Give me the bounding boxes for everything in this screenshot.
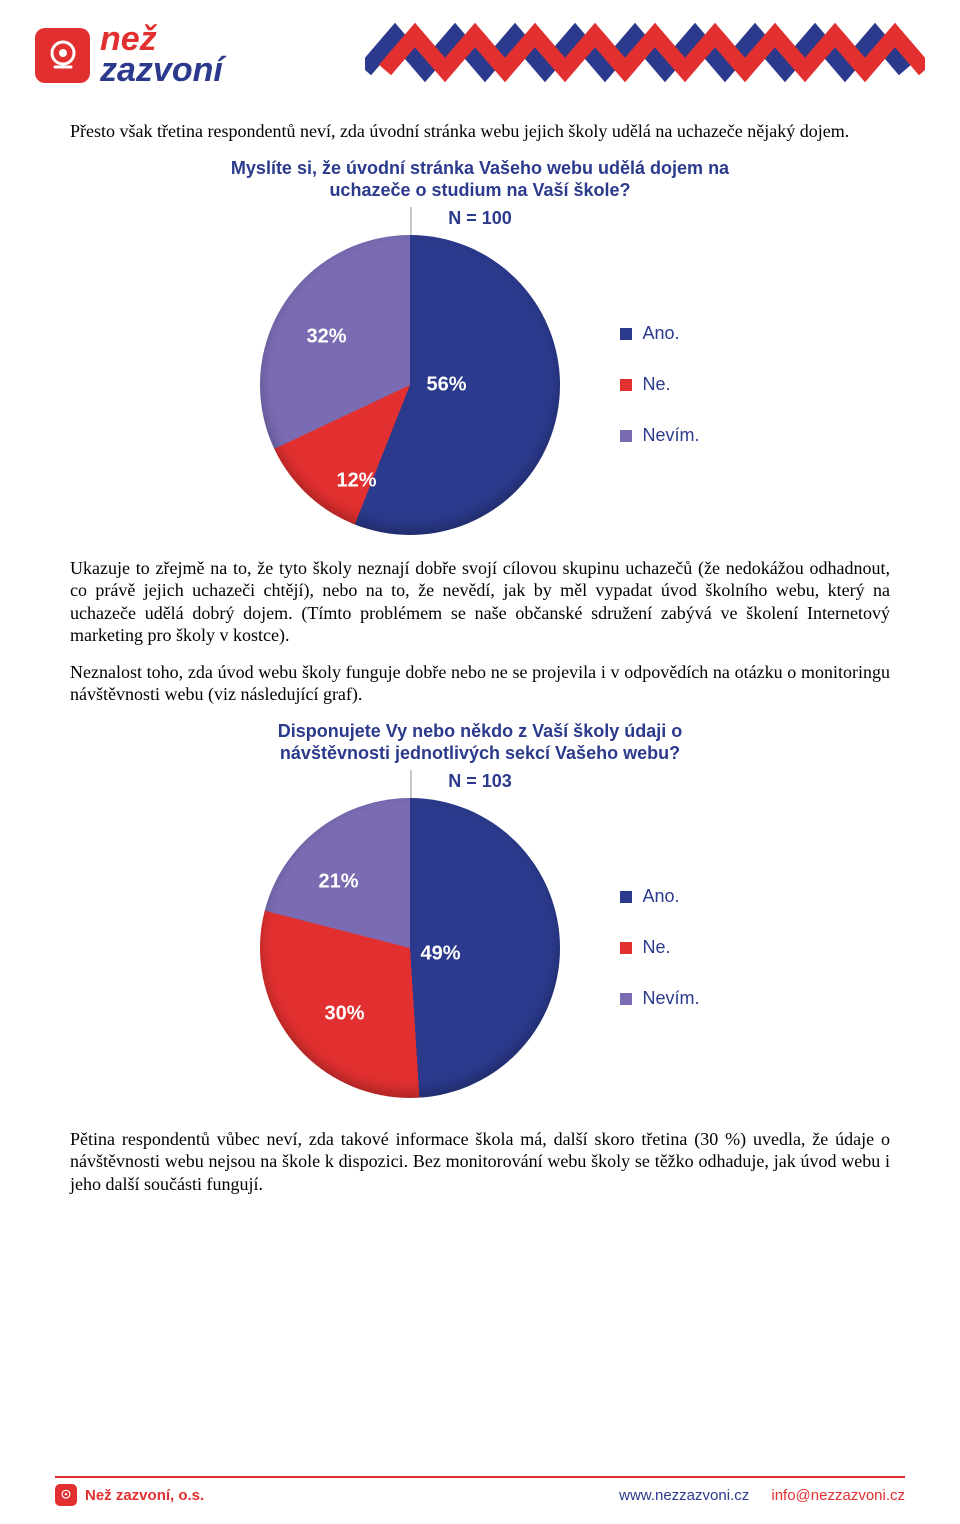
pie-slice-label: 30% (324, 1002, 364, 1025)
legend-item: Nevím. (620, 425, 699, 446)
logo-text: než zazvoní (100, 24, 223, 85)
footer-website-link[interactable]: www.nezzazvoni.cz (619, 1487, 749, 1504)
paragraph-1: Přesto však třetina respondentů neví, zd… (70, 120, 890, 143)
footer-org: Než zazvoní, o.s. (55, 1484, 204, 1506)
legend-swatch-icon (620, 891, 632, 903)
legend-swatch-icon (620, 942, 632, 954)
page-footer: Než zazvoní, o.s. www.nezzazvoni.cz info… (0, 1484, 960, 1506)
paragraph-3: Neznalost toho, zda úvod webu školy fung… (70, 661, 890, 706)
pie-slice-label: 21% (318, 870, 358, 893)
logo: než zazvoní (35, 24, 223, 85)
chart-2-legend: Ano. Ne. Nevím. (620, 886, 699, 1009)
logo-line2: zazvoní (100, 55, 223, 86)
paragraph-4: Pětina respondentů vůbec neví, zda takov… (70, 1128, 890, 1196)
legend-item: Ano. (620, 323, 699, 344)
chart-2-title-line1: Disponujete Vy nebo někdo z Vaší školy ú… (278, 721, 682, 741)
pie-slice-label: 56% (426, 373, 466, 396)
chart-2-title: Disponujete Vy nebo někdo z Vaší školy ú… (190, 720, 770, 765)
chart-1-title: Myslíte si, že úvodní stránka Vašeho web… (170, 157, 790, 202)
page-header: než zazvoní (0, 0, 960, 100)
pie-slice-label: 49% (420, 942, 460, 965)
logo-mark-icon (35, 28, 90, 83)
legend-label: Nevím. (642, 988, 699, 1009)
legend-item: Nevím. (620, 988, 699, 1009)
pie-slice-label: 32% (306, 325, 346, 348)
document-body: Přesto však třetina respondentů neví, zd… (0, 100, 960, 1195)
zigzag-ornament-icon (365, 20, 925, 90)
legend-item: Ne. (620, 937, 699, 958)
chart-1-title-line2: uchazeče o studium na Vaší škole? (329, 180, 630, 200)
chart-1-legend: Ano. Ne. Nevím. (620, 323, 699, 446)
chart-2-pie: 49% 30% 21% (260, 798, 560, 1098)
legend-swatch-icon (620, 379, 632, 391)
footer-rule (55, 1476, 905, 1478)
chart-1-n: N = 100 (70, 208, 890, 229)
chart-2: Disponujete Vy nebo někdo z Vaší školy ú… (70, 720, 890, 1098)
chart-1-title-line1: Myslíte si, že úvodní stránka Vašeho web… (231, 158, 729, 178)
paragraph-2: Ukazuje to zřejmě na to, že tyto školy n… (70, 557, 890, 647)
legend-swatch-icon (620, 993, 632, 1005)
footer-org-text: Než zazvoní, o.s. (85, 1487, 204, 1504)
pie-guide-line (410, 770, 412, 798)
legend-item: Ano. (620, 886, 699, 907)
legend-label: Ne. (642, 374, 670, 395)
legend-label: Nevím. (642, 425, 699, 446)
footer-email-link[interactable]: info@nezzazvoni.cz (771, 1487, 905, 1504)
legend-swatch-icon (620, 328, 632, 340)
legend-swatch-icon (620, 430, 632, 442)
chart-2-title-line2: návštěvnosti jednotlivých sekcí Vašeho w… (280, 743, 680, 763)
pie-guide-line (410, 207, 412, 235)
chart-1-pie: 56% 12% 32% (260, 235, 560, 535)
legend-label: Ne. (642, 937, 670, 958)
legend-label: Ano. (642, 886, 679, 907)
footer-logo-icon (55, 1484, 77, 1506)
legend-label: Ano. (642, 323, 679, 344)
chart-1: Myslíte si, že úvodní stránka Vašeho web… (70, 157, 890, 535)
pie-slice-label: 12% (336, 469, 376, 492)
legend-item: Ne. (620, 374, 699, 395)
footer-links: www.nezzazvoni.cz info@nezzazvoni.cz (619, 1487, 905, 1504)
chart-2-n: N = 103 (70, 771, 890, 792)
